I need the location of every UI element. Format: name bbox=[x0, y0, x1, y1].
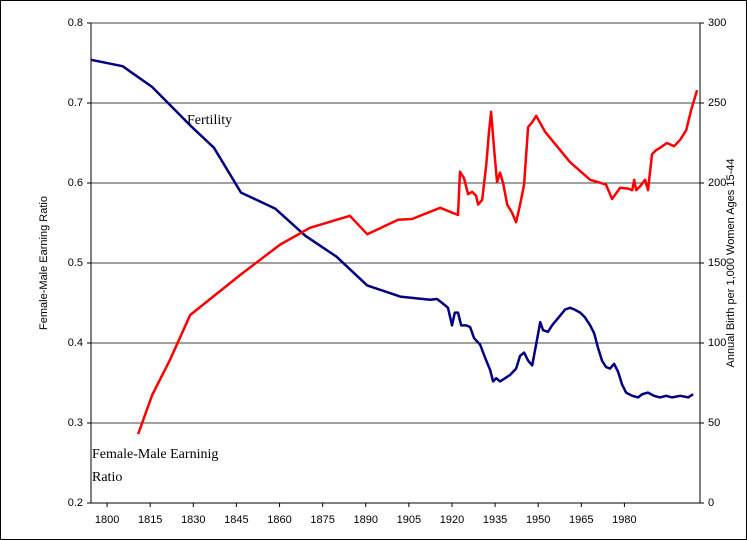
x-tick-label: 1890 bbox=[354, 514, 378, 526]
x-tick-label: 1860 bbox=[267, 514, 291, 526]
annotation: Fertility bbox=[187, 113, 232, 128]
y2-axis-label: Annual Birth per 1,000 Women Ages 15-44 bbox=[725, 159, 737, 368]
annotation: Ratio bbox=[92, 470, 122, 485]
y2-tick-label: 50 bbox=[708, 417, 720, 429]
line-series bbox=[90, 58, 694, 399]
y-tick-label: 0.7 bbox=[68, 97, 83, 109]
y2-tick-label: 100 bbox=[708, 337, 726, 349]
y-axis-label: Female-Male Earning Ratio bbox=[38, 196, 50, 330]
x-tick-label: 1920 bbox=[440, 514, 464, 526]
y-tick-label: 0.2 bbox=[68, 497, 83, 509]
x-tick-label: 1875 bbox=[310, 514, 334, 526]
x-tick-label: 1950 bbox=[526, 514, 550, 526]
y2-tick-label: 250 bbox=[708, 97, 726, 109]
y2-tick-label: 0 bbox=[708, 497, 714, 509]
y2-tick-label: 150 bbox=[708, 257, 726, 269]
y2-tick-label: 300 bbox=[708, 17, 726, 29]
y-tick-label: 0.8 bbox=[68, 17, 83, 29]
x-tick-label: 1905 bbox=[397, 514, 421, 526]
x-tick-label: 1845 bbox=[224, 514, 248, 526]
annotation: Female-Male Earninig bbox=[92, 447, 218, 462]
x-tick-label: 1815 bbox=[138, 514, 162, 526]
x-tick-label: 1830 bbox=[181, 514, 205, 526]
line-series bbox=[136, 89, 699, 435]
y-tick-label: 0.3 bbox=[68, 417, 83, 429]
x-tick-label: 1980 bbox=[612, 514, 636, 526]
x-tick-label: 1800 bbox=[95, 514, 119, 526]
y-tick-label: 0.6 bbox=[68, 177, 83, 189]
y2-tick-label: 200 bbox=[708, 177, 726, 189]
x-tick-label: 1935 bbox=[483, 514, 507, 526]
y-tick-label: 0.4 bbox=[68, 337, 83, 349]
x-tick-label: 1965 bbox=[569, 514, 593, 526]
y-tick-label: 0.5 bbox=[68, 257, 83, 269]
